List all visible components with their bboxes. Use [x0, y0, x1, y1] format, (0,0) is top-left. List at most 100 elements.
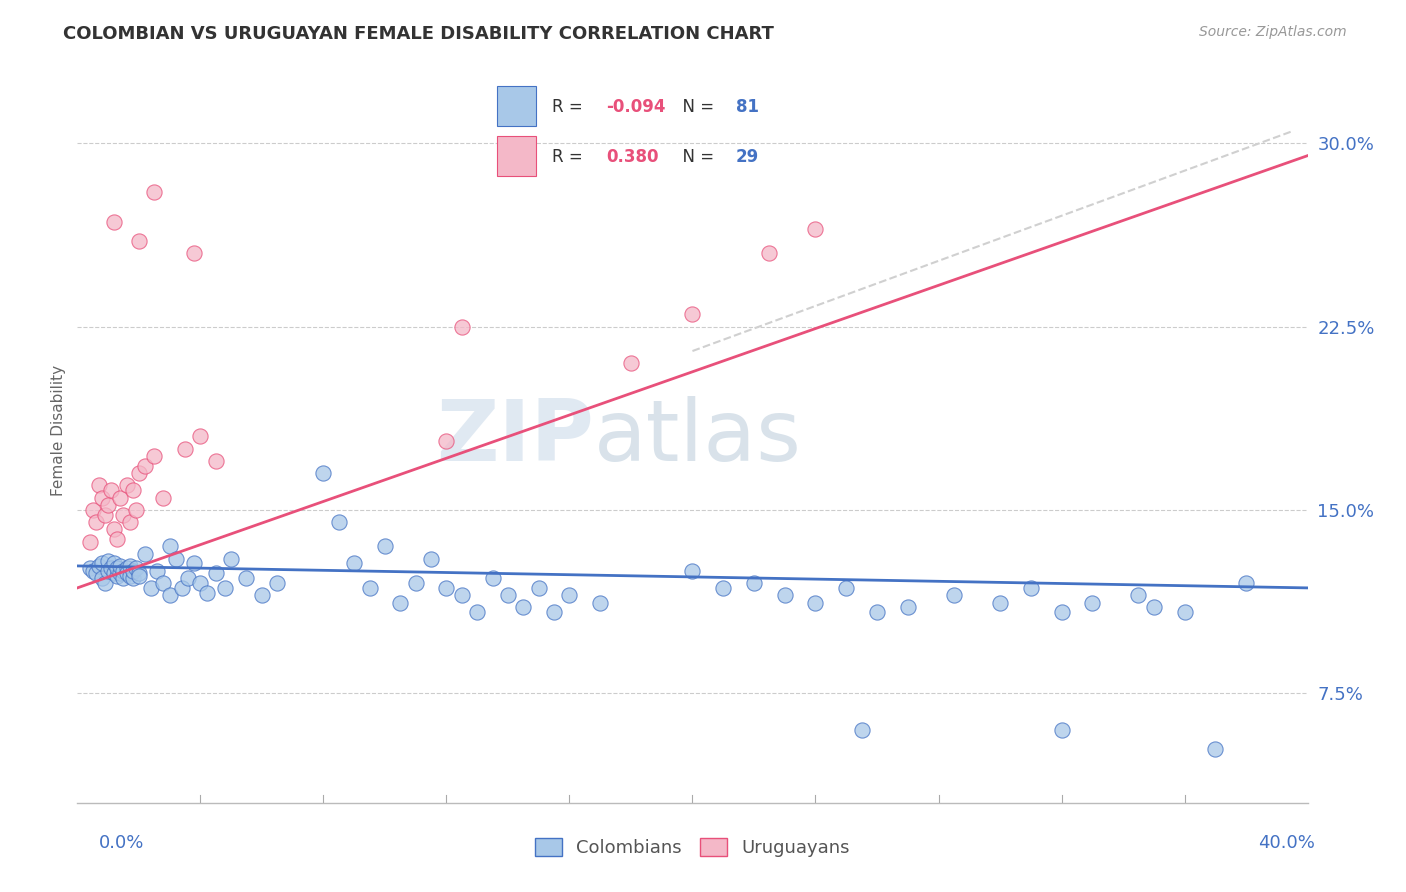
Point — [94, 576, 117, 591]
Point — [266, 576, 288, 591]
Point — [1234, 576, 1257, 591]
Text: 0.380: 0.380 — [606, 148, 658, 166]
Y-axis label: Female Disability: Female Disability — [51, 365, 66, 496]
Text: -0.094: -0.094 — [606, 98, 665, 116]
Point — [496, 588, 519, 602]
Point — [84, 566, 107, 581]
Point — [558, 588, 581, 602]
Text: R =: R = — [551, 148, 588, 166]
Point — [481, 571, 503, 585]
Point — [742, 576, 765, 591]
Point — [214, 581, 236, 595]
Point — [183, 246, 205, 260]
Point — [1204, 742, 1226, 756]
Point — [543, 605, 565, 619]
Point — [146, 564, 169, 578]
Point — [450, 319, 472, 334]
Point — [183, 557, 205, 571]
Point — [1050, 723, 1073, 737]
Point — [170, 581, 193, 595]
Point — [118, 515, 141, 529]
Point — [125, 502, 148, 516]
Point — [436, 434, 458, 449]
Point — [105, 561, 128, 575]
Point — [100, 483, 122, 498]
Point — [359, 581, 381, 595]
Point — [682, 307, 704, 321]
Point — [94, 508, 117, 522]
Point — [942, 588, 965, 602]
Point — [110, 566, 132, 581]
Point — [110, 558, 132, 573]
Point — [988, 596, 1011, 610]
Point — [711, 581, 734, 595]
Point — [79, 561, 101, 575]
Point — [128, 466, 150, 480]
Text: 40.0%: 40.0% — [1258, 834, 1315, 852]
Point — [152, 491, 174, 505]
Point — [118, 558, 141, 573]
Point — [405, 576, 427, 591]
Point — [125, 561, 148, 575]
Point — [804, 596, 827, 610]
Point — [90, 557, 114, 571]
Point — [97, 554, 120, 568]
Point — [82, 502, 104, 516]
Point — [835, 581, 858, 595]
Point — [512, 600, 534, 615]
Point — [112, 571, 135, 585]
Text: N =: N = — [672, 148, 720, 166]
Text: 81: 81 — [735, 98, 759, 116]
Point — [1128, 588, 1150, 602]
Point — [420, 551, 443, 566]
Point — [115, 478, 138, 492]
Point — [90, 571, 114, 585]
Point — [143, 449, 166, 463]
Point — [897, 600, 920, 615]
Point — [620, 356, 643, 370]
Point — [84, 515, 107, 529]
Point — [112, 508, 135, 522]
Point — [118, 568, 141, 582]
Point — [159, 540, 181, 554]
Point — [105, 532, 128, 546]
Point — [87, 478, 110, 492]
Text: 29: 29 — [735, 148, 759, 166]
Point — [465, 605, 488, 619]
Point — [159, 588, 181, 602]
Point — [343, 557, 366, 571]
Point — [115, 561, 138, 575]
Point — [128, 568, 150, 582]
Point — [1019, 581, 1042, 595]
Point — [195, 586, 218, 600]
Point — [110, 491, 132, 505]
Text: R =: R = — [551, 98, 588, 116]
Point — [773, 588, 796, 602]
Point — [589, 596, 612, 610]
Point — [758, 246, 780, 260]
Point — [188, 429, 212, 443]
Point — [204, 454, 226, 468]
Point — [134, 458, 156, 473]
Point — [103, 557, 125, 571]
Point — [682, 564, 704, 578]
Point — [87, 558, 110, 573]
Point — [389, 596, 412, 610]
Point — [219, 551, 242, 566]
Point — [105, 568, 128, 582]
Point — [1143, 600, 1166, 615]
Point — [328, 515, 350, 529]
Point — [527, 581, 550, 595]
Point — [141, 581, 163, 595]
FancyBboxPatch shape — [498, 86, 537, 126]
Point — [79, 534, 101, 549]
Point — [804, 222, 827, 236]
Text: Source: ZipAtlas.com: Source: ZipAtlas.com — [1199, 25, 1347, 39]
Point — [174, 442, 197, 456]
Point — [866, 605, 889, 619]
Point — [103, 566, 125, 581]
Text: N =: N = — [672, 98, 720, 116]
FancyBboxPatch shape — [498, 136, 537, 177]
Point — [103, 214, 125, 228]
Point — [436, 581, 458, 595]
